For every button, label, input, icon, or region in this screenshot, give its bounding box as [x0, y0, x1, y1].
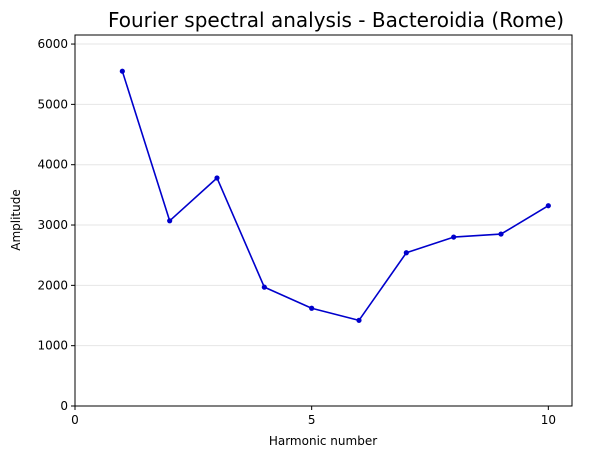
series-line — [121, 70, 549, 322]
data-point — [214, 175, 220, 181]
data-point — [451, 234, 457, 240]
chart-title: Fourier spectral analysis - Bacteroidia … — [108, 8, 564, 32]
x-axis-label: Harmonic number — [269, 434, 377, 448]
y-tick-label: 0 — [60, 399, 68, 413]
y-tick-label: 6000 — [37, 37, 68, 51]
x-axis: 0 5 10 — [71, 406, 556, 427]
data-point — [119, 68, 125, 74]
y-tick-label: 2000 — [37, 278, 68, 292]
data-point — [545, 203, 551, 209]
data-point — [167, 218, 173, 224]
y-tick-label: 1000 — [37, 339, 68, 353]
data-point — [403, 250, 409, 256]
y-tick-label: 3000 — [37, 218, 68, 232]
data-point — [261, 284, 267, 290]
x-tick-label: 10 — [541, 413, 556, 427]
plot-frame — [74, 34, 573, 407]
y-axis: 0 1000 2000 3000 4000 5000 6000 — [37, 37, 75, 413]
data-point — [498, 231, 504, 237]
x-tick-label: 0 — [71, 413, 79, 427]
y-tick-label: 4000 — [37, 158, 68, 172]
y-axis-label: Amplitude — [9, 189, 23, 251]
plot-series — [119, 68, 551, 323]
data-point — [356, 317, 362, 323]
y-tick-label: 5000 — [37, 97, 68, 111]
data-point — [309, 305, 315, 311]
x-tick-label: 5 — [308, 413, 316, 427]
grid-lines — [75, 43, 572, 407]
